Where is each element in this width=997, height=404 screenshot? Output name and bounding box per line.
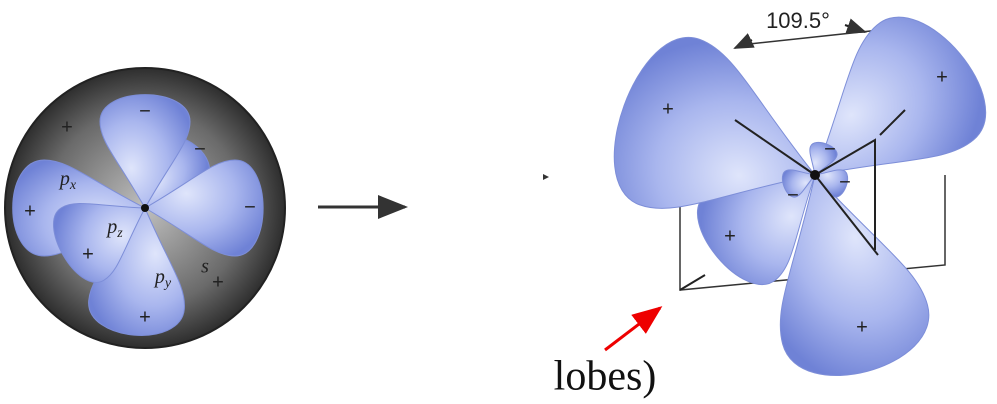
sign: + <box>139 306 151 328</box>
tick-mark <box>543 174 549 180</box>
sign: − <box>194 138 206 160</box>
sign: + <box>61 116 73 138</box>
sign: − <box>824 138 836 160</box>
orbital-letter: p <box>153 266 165 288</box>
s-label: s <box>201 256 209 278</box>
angle-label: 109.5° <box>766 8 830 33</box>
pointer-arrow <box>605 308 660 350</box>
sign: − <box>139 100 151 122</box>
annotation: lobes) <box>554 354 657 400</box>
sign: + <box>212 271 224 293</box>
sign: − <box>787 184 799 206</box>
orbital-subscript: y <box>163 276 172 291</box>
orbital-subscript: z <box>116 226 123 241</box>
sign: + <box>662 98 674 120</box>
nucleus <box>810 170 820 180</box>
orbital-letter: p <box>58 168 70 190</box>
orbital-subscript: x <box>69 178 77 193</box>
hybridization-diagram: 109.5° lobes) −−−+++++pxpzpys++++−−− <box>0 0 997 404</box>
sign: − <box>839 171 851 193</box>
sign: + <box>82 243 94 265</box>
nucleus <box>141 204 149 212</box>
sign: + <box>24 200 36 222</box>
sign: − <box>244 196 256 218</box>
sign: + <box>724 225 736 247</box>
sign: + <box>936 66 948 88</box>
page: 109.5° lobes) −−−+++++pxpzpys++++−−− (()… <box>0 0 997 404</box>
sign: + <box>856 316 868 338</box>
orbital-letter: p <box>105 216 117 238</box>
